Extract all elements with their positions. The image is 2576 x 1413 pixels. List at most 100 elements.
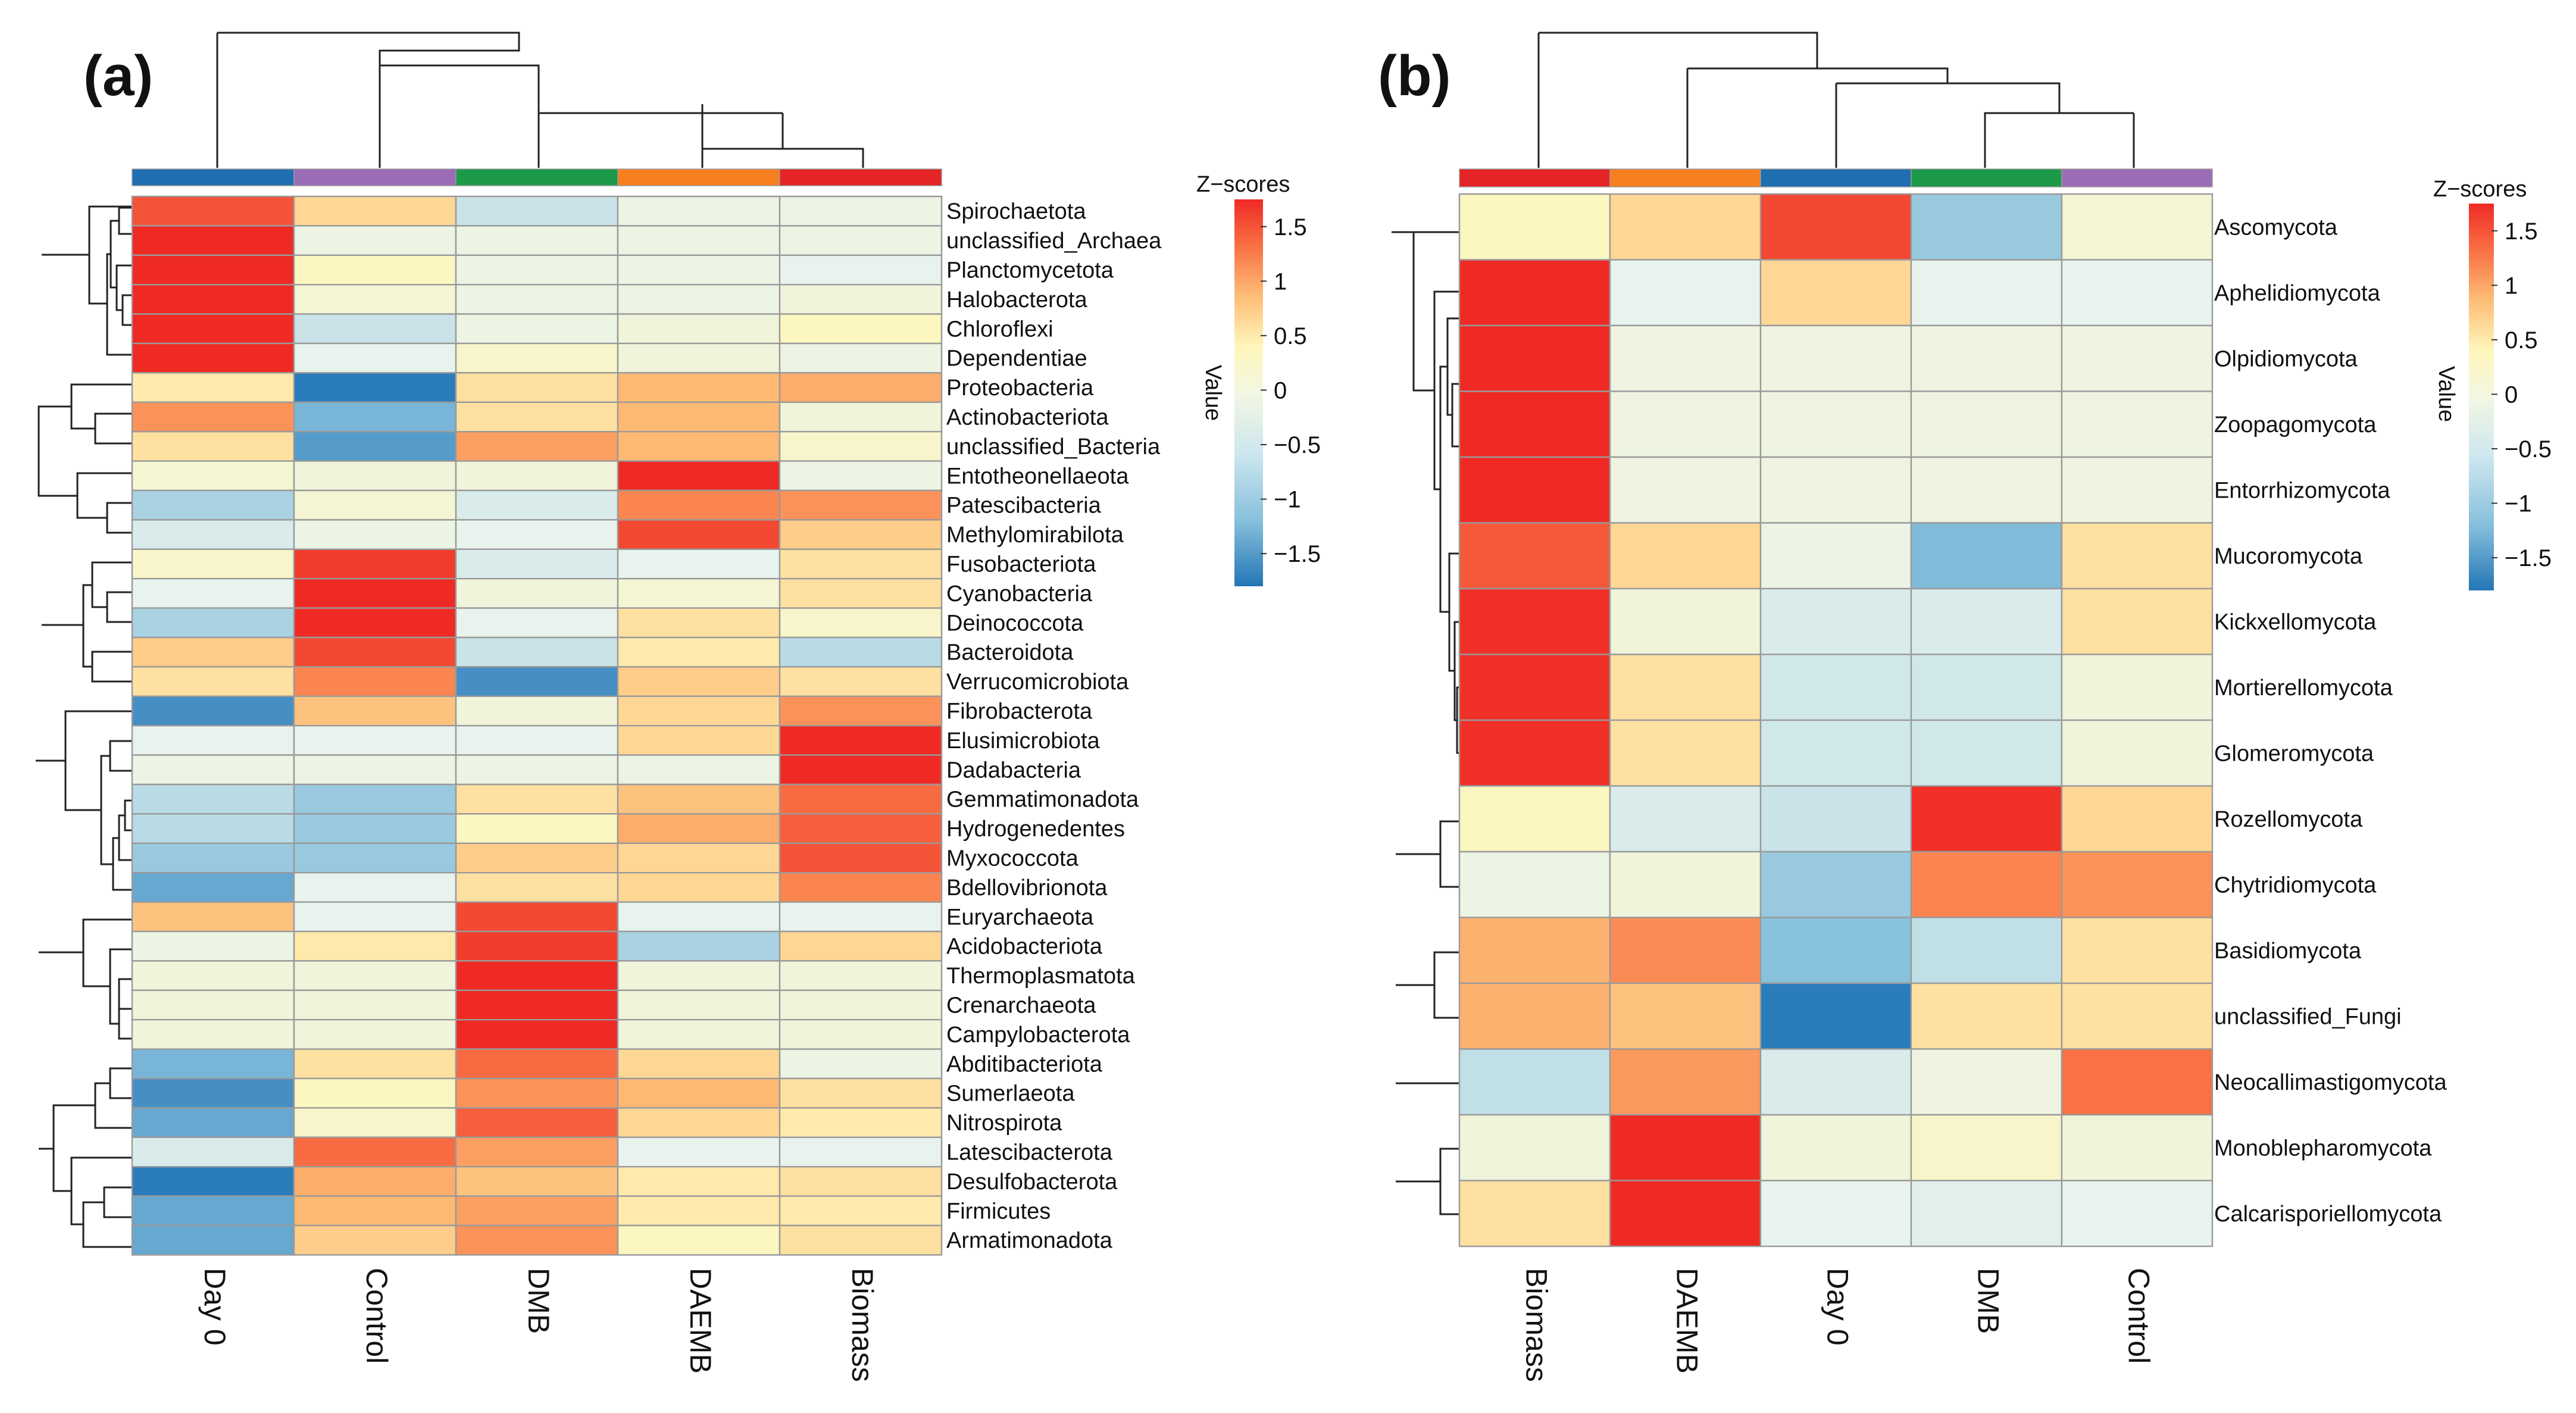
panel-a-heatmap-cell (779, 1165, 943, 1197)
panel-b-column-annotation (1911, 168, 2062, 187)
panel-b-heatmap-cell (2061, 259, 2214, 327)
panel-b-legend-ticks: 1.5 1 0.5 0 −0.5 −1 −1.5 (2491, 218, 2552, 571)
panel-a-heatmap-cell (293, 1048, 457, 1080)
panel-a-row-dendro-link (64, 710, 132, 811)
panel-b-col-dendro-link (1687, 67, 1949, 83)
panel-a-legend-tick-label: 1 (1274, 268, 1287, 295)
panel-a-heatmap-cell (131, 871, 295, 903)
panel-b-heatmap-cell (1910, 456, 2063, 524)
panel-a-heatmap-cell (779, 578, 943, 609)
panel-a-row-dendro-link (70, 1156, 132, 1226)
panel-b-row-dendro-link (1451, 383, 1459, 448)
panel-a-heatmap-cell (131, 1077, 295, 1109)
panel-b-heatmap-cell (1458, 1048, 1611, 1116)
panel-b-heatmap-cell (1458, 654, 1611, 721)
panel-a-heatmap-cell (131, 1136, 295, 1168)
panel-a-heatmap-cells (131, 195, 943, 1256)
panel-a-heatmap-cell (617, 401, 781, 433)
panel-b-heatmap-cell (2061, 785, 2214, 853)
panel-a-heatmap-cell (455, 842, 619, 874)
panel-a-col-dendro-link (537, 65, 783, 114)
panel-a-row-label: Patescibacteria (946, 493, 1102, 518)
panel-b-row-label: Rozellomycota (2214, 807, 2363, 832)
panel-b-heatmap-cell (1910, 259, 2063, 327)
panel-b-row-label: Entorrhizomycota (2214, 478, 2391, 503)
panel-a-heatmap-cell (779, 695, 943, 727)
panel-b-heatmap-cell (1910, 851, 2063, 918)
panel-b-row-label: Mucoromycota (2214, 544, 2363, 569)
panel-b-heatmap-cell (2061, 1180, 2214, 1248)
panel-a-legend-axis-label: Value (1201, 365, 1226, 421)
panel-a-row-label: Abditibacteriota (946, 1052, 1103, 1077)
panel-a-heatmap-cell (131, 842, 295, 874)
panel-a-row-dendro-link (118, 207, 132, 235)
panel-a-heatmap-cell (455, 813, 619, 845)
panel-b-column-labels: Biomass DAEMB Day 0 DMB Control (1520, 1268, 2156, 1382)
panel-a-row-label: Myxococcota (946, 846, 1079, 871)
panel-b-heatmap-cell (1458, 522, 1611, 590)
panel-a-heatmap-cell (455, 1224, 619, 1256)
panel-b-heatmap-cell (2061, 324, 2214, 392)
panel-b-heatmap-cell (1609, 390, 1762, 458)
panel-a-heatmap-cell (131, 813, 295, 845)
panel-a-row-dendro-link (118, 994, 132, 1040)
panel-b-heatmap-cell (1458, 1180, 1611, 1248)
panel-a-row-dendro-link (76, 472, 132, 519)
panel-a-legend-tick-label: 0 (1274, 377, 1287, 404)
panel-a-heatmap-cell (617, 225, 781, 256)
panel-a-heatmap-cell (455, 695, 619, 727)
panel-b-row-labels: Ascomycota Aphelidiomycota Olpidiomycota Zo… (2214, 215, 2447, 1227)
panel-a-row-dendro-link (82, 584, 92, 668)
panel-b-row-label: Olpidiomycota (2214, 346, 2358, 371)
panel-a-label: (a) (83, 44, 153, 108)
panel-a-heatmap-cell (455, 607, 619, 639)
panel-a-heatmap-cell (293, 401, 457, 433)
panel-a-heatmap-cell (293, 460, 457, 492)
panel-b-row-label: Chytridiomycota (2214, 873, 2377, 898)
panel-a-heatmap-cell (455, 901, 619, 933)
panel-a-heatmap-cell (131, 489, 295, 521)
panel-b-column-dendrogram (1537, 32, 2135, 168)
panel-a-row-label: Bacteroidota (946, 640, 1074, 665)
panel-b-legend-tick-label: 1 (2505, 273, 2518, 299)
panel-a-heatmap-cell (455, 1165, 619, 1197)
panel-a-heatmap-cell (617, 636, 781, 668)
panel-b-row-label: Monoblepharomycota (2214, 1136, 2432, 1161)
panel-b-heatmap-cell (1609, 587, 1762, 655)
panel-b-heatmap-cell (1458, 982, 1611, 1050)
panel-a-heatmap-cell (455, 489, 619, 521)
panel-a-heatmap-cell (779, 813, 943, 845)
panel-b-heatmap-cell (1458, 193, 1611, 261)
panel-a-heatmap-cell (455, 724, 619, 756)
panel-a-heatmap-cell (455, 225, 619, 256)
panel-a-heatmap-cell (293, 930, 457, 962)
panel-a-heatmap-cell (455, 401, 619, 433)
panel-a-heatmap-cell (455, 548, 619, 580)
panel-a-heatmap-cell (293, 489, 457, 521)
panel-a-legend-tick-label: 1.5 (1274, 214, 1307, 240)
panel-a-heatmap-cell (779, 1018, 943, 1050)
panel-a-row-label: Dependentiae (946, 346, 1087, 371)
panel-b-heatmap-cell (1759, 785, 1912, 853)
panel-b-heatmap-cell (1759, 1180, 1912, 1248)
panel-a-heatmap-cell (293, 813, 457, 845)
panel-b-heatmap-cell (1609, 1180, 1762, 1248)
panel-a-heatmap-cell (779, 195, 943, 227)
panel-a-column-label: Day 0 (198, 1268, 232, 1346)
panel-a-heatmap-cell (779, 636, 943, 668)
panel-a-heatmap-cell (779, 930, 943, 962)
panel-a-heatmap-cell (779, 871, 943, 903)
panel-a-heatmap-cell (779, 960, 943, 992)
panel-b-heatmap-cell (1458, 324, 1611, 392)
panel-a-heatmap-cell (779, 342, 943, 374)
panel-a-legend-ticks: 1.5 1 0.5 0 −0.5 −1 −1.5 (1261, 214, 1321, 567)
panel-a-row-label: Nitrospirota (946, 1111, 1062, 1136)
panel-a-row-label: Fusobacteriota (946, 552, 1096, 577)
panel-b-heatmap-cell (2061, 851, 2214, 918)
panel-a-heatmap-cell (617, 871, 781, 903)
panel-b-legend-title: Z−scores (2433, 177, 2527, 202)
panel-b-row-label: Aphelidiomycota (2214, 281, 2381, 306)
panel-a-column-dendrogram (216, 32, 864, 168)
panel-b-row-label: Basidiomycota (2214, 939, 2362, 964)
